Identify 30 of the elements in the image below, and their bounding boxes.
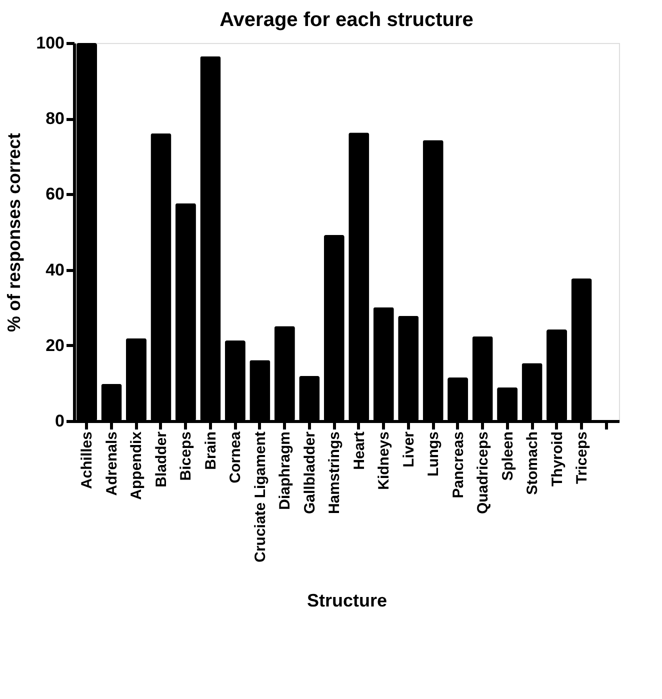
x-tick-label: Heart [350, 432, 368, 470]
x-tick-label: Liver [400, 431, 418, 468]
y-tick-label: 0 [55, 412, 64, 430]
x-tick-label: Achilles [78, 432, 96, 490]
x-tick-label: Spleen [499, 432, 516, 481]
x-tick-label: Kidneys [376, 432, 393, 490]
x-axis-title: Structure [306, 590, 388, 610]
y-tick-label: 100 [36, 34, 64, 52]
x-tick-label: Cruciate Ligament [252, 432, 269, 562]
x-tick-label: Adrenals [103, 432, 120, 496]
y-tick-label: 20 [46, 336, 64, 355]
y-tick-label: 40 [46, 260, 64, 280]
x-tick-label: Gallbladder [301, 431, 318, 514]
x-tick-label: Biceps [178, 432, 195, 481]
x-tick-label: Lungs [425, 432, 442, 476]
x-tick-label: Stomach [524, 432, 542, 495]
x-tick-label: Diaphragm [276, 432, 294, 510]
x-tick-label: Pancreas [450, 432, 467, 498]
x-tick-label: Brain [202, 432, 220, 470]
y-axis-title: % of responses correct [4, 132, 24, 332]
x-tick-label: Thyroid [548, 432, 566, 486]
x-tick-label: Appendix [128, 430, 146, 500]
y-tick-label: 60 [46, 184, 64, 204]
x-tick-label: Hamstrings [326, 432, 344, 514]
x-tick-label: Quadriceps [474, 432, 492, 514]
x-tick-label: Triceps [574, 432, 591, 484]
y-tick-label: 80 [46, 109, 64, 128]
x-tick-label: Bladder [152, 431, 170, 488]
x-tick-label: Cornea [227, 430, 244, 484]
chart-title: Average for each structure [220, 9, 474, 31]
